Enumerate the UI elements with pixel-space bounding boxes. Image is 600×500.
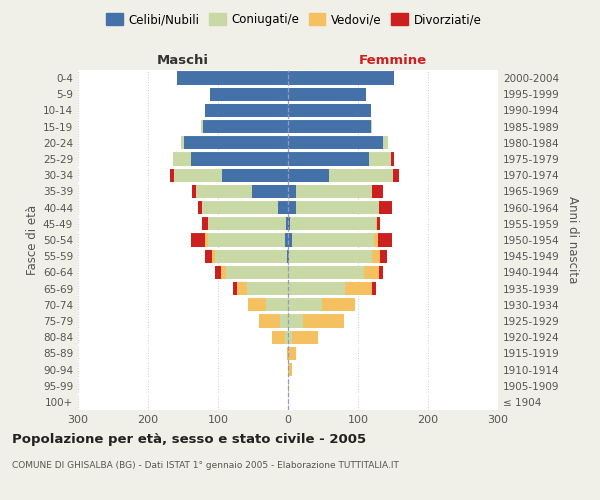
Bar: [288, 379, 289, 392]
Bar: [288, 136, 383, 149]
Bar: [289, 250, 372, 263]
Bar: [364, 266, 379, 279]
Bar: [288, 234, 292, 246]
Bar: [288, 250, 289, 263]
Bar: [288, 217, 290, 230]
Bar: [288, 363, 292, 376]
Bar: [374, 234, 377, 246]
Bar: [372, 282, 376, 295]
Bar: [377, 217, 380, 230]
Bar: [284, 234, 288, 246]
Bar: [391, 152, 394, 166]
Bar: [288, 314, 304, 328]
Bar: [191, 234, 205, 246]
Bar: [296, 201, 379, 214]
Bar: [196, 185, 251, 198]
Text: Femmine: Femmine: [359, 54, 427, 67]
Y-axis label: Fasce di età: Fasce di età: [26, 205, 39, 275]
Bar: [288, 88, 367, 101]
Bar: [372, 250, 380, 263]
Bar: [202, 201, 277, 214]
Bar: [237, 282, 247, 295]
Bar: [288, 266, 364, 279]
Bar: [191, 152, 288, 166]
Bar: [368, 152, 391, 166]
Bar: [272, 330, 284, 344]
Bar: [221, 266, 226, 279]
Bar: [346, 282, 372, 295]
Bar: [288, 282, 346, 295]
Bar: [288, 330, 292, 344]
Bar: [288, 152, 368, 166]
Bar: [192, 185, 196, 198]
Bar: [259, 314, 280, 328]
Bar: [379, 201, 392, 214]
Bar: [178, 72, 288, 85]
Bar: [383, 136, 388, 149]
Bar: [290, 217, 376, 230]
Bar: [251, 185, 288, 198]
Bar: [322, 298, 355, 312]
Text: Maschi: Maschi: [157, 54, 209, 67]
Bar: [393, 168, 398, 182]
Bar: [201, 120, 203, 134]
Bar: [287, 250, 288, 263]
Bar: [247, 282, 288, 295]
Bar: [376, 217, 377, 230]
Bar: [371, 120, 372, 134]
Bar: [181, 136, 184, 149]
Bar: [292, 234, 374, 246]
Bar: [277, 201, 288, 214]
Bar: [205, 234, 208, 246]
Bar: [292, 330, 318, 344]
Bar: [288, 168, 329, 182]
Bar: [202, 217, 208, 230]
Bar: [212, 250, 215, 263]
Bar: [184, 136, 288, 149]
Bar: [215, 250, 287, 263]
Y-axis label: Anni di nascita: Anni di nascita: [566, 196, 579, 284]
Bar: [284, 330, 288, 344]
Bar: [280, 314, 288, 328]
Bar: [203, 120, 288, 134]
Bar: [287, 346, 288, 360]
Bar: [380, 250, 388, 263]
Bar: [173, 152, 191, 166]
Bar: [304, 314, 344, 328]
Bar: [377, 234, 392, 246]
Bar: [233, 282, 237, 295]
Bar: [288, 185, 296, 198]
Bar: [215, 266, 221, 279]
Bar: [288, 201, 296, 214]
Bar: [266, 298, 288, 312]
Bar: [208, 234, 284, 246]
Bar: [372, 185, 383, 198]
Bar: [209, 88, 288, 101]
Bar: [288, 120, 371, 134]
Bar: [248, 298, 266, 312]
Bar: [221, 168, 288, 182]
Bar: [288, 72, 394, 85]
Bar: [288, 346, 296, 360]
Bar: [288, 298, 322, 312]
Bar: [288, 104, 371, 117]
Bar: [329, 168, 393, 182]
Bar: [170, 168, 174, 182]
Bar: [205, 104, 288, 117]
Text: Popolazione per età, sesso e stato civile - 2005: Popolazione per età, sesso e stato civil…: [12, 432, 366, 446]
Legend: Celibi/Nubili, Coniugati/e, Vedovi/e, Divorziati/e: Celibi/Nubili, Coniugati/e, Vedovi/e, Di…: [101, 8, 487, 31]
Bar: [226, 266, 288, 279]
Bar: [286, 217, 288, 230]
Bar: [379, 266, 383, 279]
Text: COMUNE DI GHISALBA (BG) - Dati ISTAT 1° gennaio 2005 - Elaborazione TUTTITALIA.I: COMUNE DI GHISALBA (BG) - Dati ISTAT 1° …: [12, 460, 399, 469]
Bar: [205, 250, 212, 263]
Bar: [296, 185, 372, 198]
Bar: [174, 168, 221, 182]
Bar: [199, 201, 202, 214]
Bar: [208, 217, 286, 230]
